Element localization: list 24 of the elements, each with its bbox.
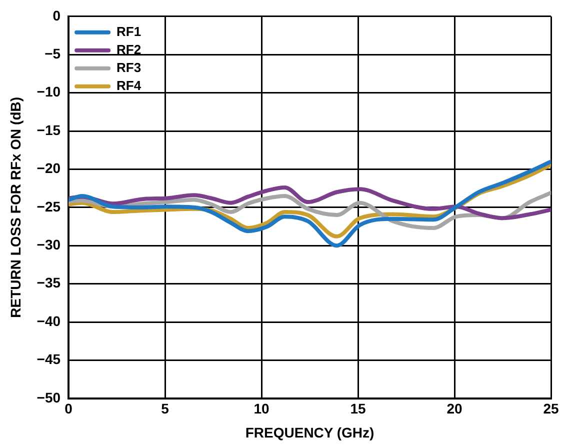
y-tick-label: −40	[36, 312, 61, 329]
y-tick-label: −45	[36, 351, 61, 368]
y-tick-label: −20	[36, 160, 61, 176]
legend-label: RF1	[116, 24, 142, 39]
y-tick-label: 0	[52, 7, 61, 24]
legend-label: RF3	[116, 60, 142, 75]
y-axis-title: RETURN LOSS FOR RFx ON (dB)	[7, 96, 24, 318]
y-tick-label: −50	[36, 389, 61, 406]
x-tick-label: 5	[161, 400, 170, 417]
legend-label: RF4	[116, 78, 142, 93]
line-series	[68, 186, 551, 220]
x-tick-label: 20	[446, 400, 463, 417]
y-tick-label: −15	[36, 122, 61, 138]
y-tick-label: −10	[36, 84, 61, 100]
y-tick-label: −35	[36, 274, 61, 291]
x-tick-label: 10	[254, 400, 270, 417]
x-axis-title: FREQUENCY (GHz)	[245, 424, 374, 440]
y-tick-label: −30	[36, 236, 61, 252]
y-tick-label: −25	[36, 198, 61, 214]
x-tick-label: 0	[64, 400, 73, 417]
y-tick-label: −5	[44, 45, 61, 62]
legend-label: RF2	[116, 42, 142, 57]
x-tick-label: 15	[350, 400, 366, 417]
x-tick-label: 25	[543, 400, 559, 417]
